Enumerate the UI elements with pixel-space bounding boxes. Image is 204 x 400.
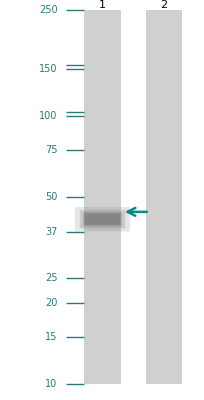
FancyBboxPatch shape: [74, 207, 130, 232]
Text: 10: 10: [45, 379, 57, 389]
Text: 50: 50: [45, 192, 57, 202]
Text: 15: 15: [45, 332, 57, 342]
Text: 100: 100: [39, 112, 57, 122]
Text: 37: 37: [45, 227, 57, 237]
Bar: [145, 10, 182, 384]
FancyBboxPatch shape: [84, 214, 120, 225]
Text: 75: 75: [45, 145, 57, 155]
FancyBboxPatch shape: [83, 212, 121, 226]
FancyBboxPatch shape: [79, 210, 125, 228]
Bar: [84, 10, 120, 384]
Text: 2: 2: [160, 0, 167, 10]
Text: 20: 20: [45, 298, 57, 308]
Text: 25: 25: [45, 272, 57, 282]
Text: 250: 250: [39, 5, 57, 15]
Text: 150: 150: [39, 64, 57, 74]
Text: 1: 1: [99, 0, 105, 10]
